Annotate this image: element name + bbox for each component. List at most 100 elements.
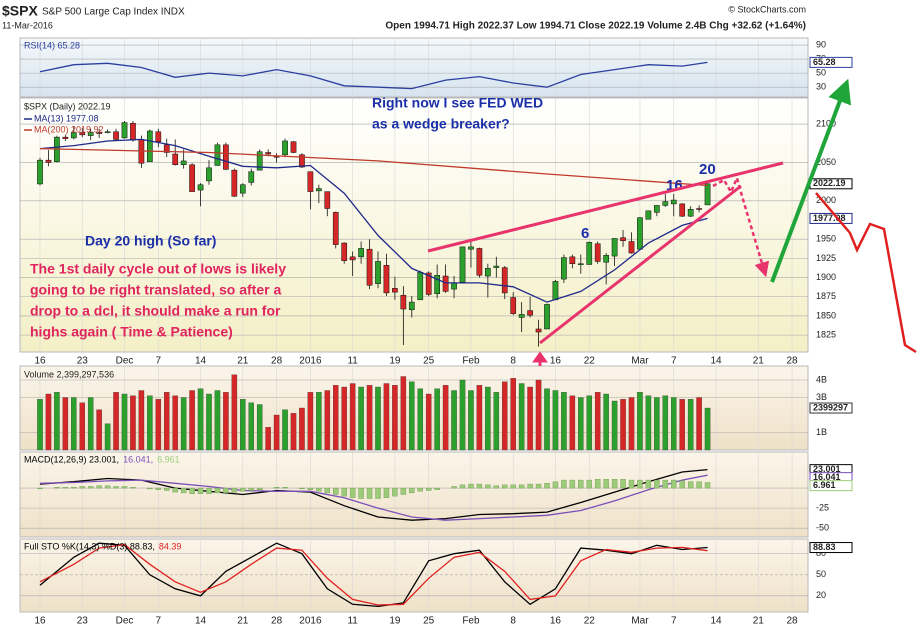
volume-bar — [586, 395, 593, 451]
candle-body — [620, 237, 626, 241]
y-tick-label: 20 — [816, 590, 826, 600]
last-value-box — [809, 480, 853, 492]
x-tick-label: 19 — [389, 616, 401, 627]
candle-body — [349, 256, 356, 261]
histogram-bar — [392, 487, 398, 497]
candle-body — [687, 209, 694, 217]
candle-body — [248, 171, 255, 183]
histogram-bar — [383, 487, 390, 498]
x-tick-label: 11 — [347, 356, 358, 367]
volume-bar — [307, 392, 314, 451]
volume-bar — [290, 413, 297, 451]
volume-bar — [518, 383, 525, 451]
histogram-bar — [299, 487, 305, 490]
y-tick-label: 80 — [816, 548, 826, 558]
annotation: Right now I see FED WED — [372, 95, 543, 111]
histogram-bar — [324, 487, 330, 494]
volume-bar — [240, 399, 246, 451]
count-label: 20 — [699, 161, 716, 178]
volume-bar — [425, 393, 432, 451]
volume-bar — [510, 378, 516, 451]
legend-title: Volume 2,399,297,536 — [24, 369, 114, 379]
candle-body — [603, 255, 609, 263]
x-tick-label: 28 — [786, 616, 798, 627]
x-tick-label: Dec — [116, 616, 134, 627]
volume-bar — [383, 383, 390, 451]
candle-body — [307, 171, 314, 192]
x-tick-label: 28 — [271, 356, 283, 367]
volume-bar — [248, 402, 254, 451]
candle-body — [400, 294, 407, 310]
candle-body — [679, 203, 686, 217]
y-tick-label: 1925 — [816, 253, 836, 263]
volume-bar — [459, 379, 466, 451]
x-tick-label: 11 — [347, 616, 358, 627]
candle-body — [493, 265, 500, 268]
y-tick-label: 3B — [816, 392, 827, 402]
volume-bar — [163, 392, 170, 451]
y-tick-label: 2100 — [816, 118, 836, 128]
volume-bar — [561, 392, 567, 451]
x-tick-label: 28 — [271, 616, 283, 627]
x-tick-label: 16 — [34, 616, 46, 627]
candle-body — [316, 188, 322, 192]
credit: © StockCharts.com — [728, 4, 806, 14]
volume-bar — [366, 385, 373, 451]
x-tick-label: 7 — [156, 616, 162, 627]
histogram-bar — [552, 481, 559, 489]
candle-body — [130, 123, 136, 141]
histogram-bar — [426, 487, 432, 491]
candle-body — [163, 144, 170, 153]
x-tick-label: 7 — [671, 616, 677, 627]
histogram-bar — [214, 487, 221, 494]
volume-bar — [375, 386, 381, 451]
volume-bar — [578, 397, 584, 451]
candle-body — [425, 272, 432, 295]
volume-bar — [79, 402, 86, 451]
volume-bar — [594, 392, 601, 451]
candle-body — [37, 159, 43, 185]
y-tick-label: -25 — [816, 503, 829, 513]
histogram-bar — [459, 484, 466, 489]
candle-body — [282, 140, 288, 156]
volume-bar — [662, 395, 669, 451]
histogram-bar — [375, 487, 381, 499]
histogram-bar — [316, 487, 322, 492]
candle-body — [299, 154, 305, 168]
candle-body — [155, 131, 162, 142]
low-marker — [532, 351, 548, 366]
histogram-bar — [155, 487, 162, 490]
x-tick-label: Mar — [631, 616, 649, 627]
volume-bar — [316, 392, 322, 451]
x-tick-label: 22 — [584, 356, 596, 367]
volume-bar — [54, 392, 60, 451]
candle-body — [341, 242, 348, 261]
y-tick-label: 50 — [816, 67, 826, 77]
volume-bar — [696, 397, 702, 451]
histogram-bar — [628, 479, 635, 489]
legend-label: RSI(14) 65.28 — [24, 40, 80, 50]
histogram-bar — [417, 487, 423, 492]
histogram-bar — [341, 487, 347, 497]
volume-bar — [620, 399, 626, 451]
volume-bar — [679, 399, 685, 451]
volume-bar — [552, 390, 559, 451]
histogram-bar — [502, 484, 508, 489]
histogram-bar — [248, 487, 254, 491]
x-tick-label: 7 — [156, 356, 162, 367]
x-tick-label: 8 — [510, 616, 516, 627]
histogram-bar — [586, 479, 592, 489]
histogram-bar — [180, 487, 187, 494]
x-tick-label: 23 — [77, 356, 89, 367]
last-value-label: 65.28 — [813, 57, 836, 67]
volume-bar — [130, 395, 136, 451]
candle-body — [569, 256, 576, 265]
x-tick-label: 21 — [753, 616, 765, 627]
histogram-bar — [62, 487, 69, 489]
volume-bar — [569, 395, 576, 451]
candle-body — [434, 275, 440, 294]
candle-body — [121, 122, 128, 139]
wedge-line — [427, 161, 784, 253]
histogram-bar — [468, 483, 474, 489]
